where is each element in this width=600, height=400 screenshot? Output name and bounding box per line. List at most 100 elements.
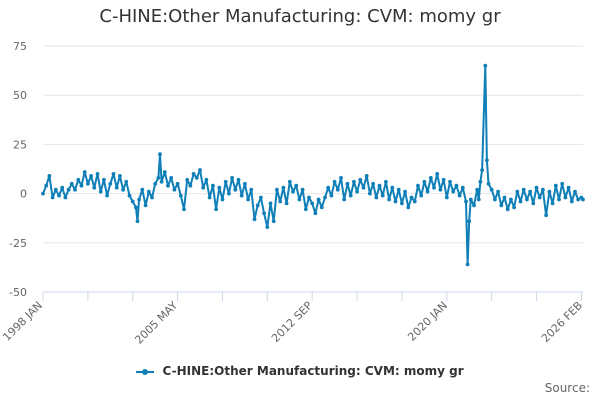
data-point[interactable] [460,185,465,190]
data-point[interactable] [505,207,510,212]
data-point[interactable] [98,189,103,194]
data-point[interactable] [335,187,340,192]
data-point[interactable] [307,195,311,200]
data-point[interactable] [485,158,489,163]
data-point[interactable] [377,183,382,188]
data-point[interactable] [178,193,183,198]
data-point[interactable] [454,183,459,188]
data-point[interactable] [246,197,251,202]
data-point[interactable] [217,185,222,190]
data-point[interactable] [521,187,526,192]
data-point[interactable] [422,179,427,184]
data-point[interactable] [329,193,334,198]
data-point[interactable] [262,211,266,216]
data-point[interactable] [69,181,74,186]
data-point[interactable] [287,179,292,184]
data-point[interactable] [166,183,170,188]
data-point[interactable] [515,189,520,194]
data-point[interactable] [243,181,247,186]
data-point[interactable] [432,185,436,190]
data-point[interactable] [63,195,68,200]
data-point[interactable] [127,193,132,198]
data-point[interactable] [86,181,90,186]
data-point[interactable] [57,193,61,198]
data-point[interactable] [313,211,318,216]
data-point[interactable] [358,177,363,182]
data-point[interactable] [79,183,84,188]
data-point[interactable] [158,152,162,157]
data-point[interactable] [368,191,372,196]
data-point[interactable] [294,183,299,188]
data-point[interactable] [569,199,574,204]
data-point[interactable] [380,193,385,198]
data-point[interactable] [95,172,100,176]
data-point[interactable] [198,168,202,172]
data-point[interactable] [108,181,113,186]
data-point[interactable] [448,179,452,184]
data-point[interactable] [541,187,545,192]
data-point[interactable] [259,195,263,200]
data-point[interactable] [361,185,366,190]
data-point[interactable] [50,195,55,200]
data-point[interactable] [544,213,548,218]
data-point[interactable] [496,189,500,194]
data-point[interactable] [185,177,190,182]
data-point[interactable] [518,199,523,204]
data-point[interactable] [403,189,407,194]
data-point[interactable] [457,193,462,198]
data-point[interactable] [153,181,158,186]
data-point[interactable] [464,199,468,204]
data-point[interactable] [111,172,116,176]
data-point[interactable] [300,187,305,192]
data-point[interactable] [384,179,388,184]
data-point[interactable] [534,185,539,190]
data-point[interactable] [316,197,321,202]
data-point[interactable] [345,181,350,186]
data-point[interactable] [303,207,308,212]
data-point[interactable] [576,197,581,202]
data-point[interactable] [162,170,167,174]
data-point[interactable] [468,197,473,202]
data-point[interactable] [451,189,456,194]
data-point[interactable] [409,195,414,200]
data-point[interactable] [557,197,561,202]
data-point[interactable] [150,195,154,200]
data-point[interactable] [486,181,491,186]
data-point[interactable] [550,201,555,206]
data-point[interactable] [476,197,481,202]
data-point[interactable] [146,189,151,194]
data-point[interactable] [159,179,164,184]
data-point[interactable] [531,201,536,206]
data-point[interactable] [323,195,327,200]
data-point[interactable] [41,191,45,196]
data-point[interactable] [227,191,231,196]
data-point[interactable] [143,203,148,208]
data-point[interactable] [489,187,494,192]
data-point[interactable] [425,189,430,194]
data-point[interactable] [465,262,470,267]
data-point[interactable] [201,185,206,190]
data-point[interactable] [223,179,228,184]
data-point[interactable] [47,174,52,178]
data-point[interactable] [130,199,135,204]
data-point[interactable] [573,189,577,194]
data-point[interactable] [92,185,97,190]
data-point[interactable] [73,187,77,192]
data-point[interactable] [204,177,209,182]
data-point[interactable] [275,187,279,192]
data-point[interactable] [499,203,504,208]
data-point[interactable] [406,205,411,210]
data-point[interactable] [278,199,283,204]
data-point[interactable] [512,205,516,210]
data-point[interactable] [249,187,254,192]
data-point[interactable] [493,197,497,202]
data-point[interactable] [191,172,196,176]
data-point[interactable] [233,187,238,192]
data-point[interactable] [416,183,420,188]
data-point[interactable] [60,185,65,190]
data-point[interactable] [89,174,93,178]
data-point[interactable] [281,185,286,190]
data-point[interactable] [271,219,276,224]
data-point[interactable] [214,207,219,212]
data-point[interactable] [135,219,140,224]
